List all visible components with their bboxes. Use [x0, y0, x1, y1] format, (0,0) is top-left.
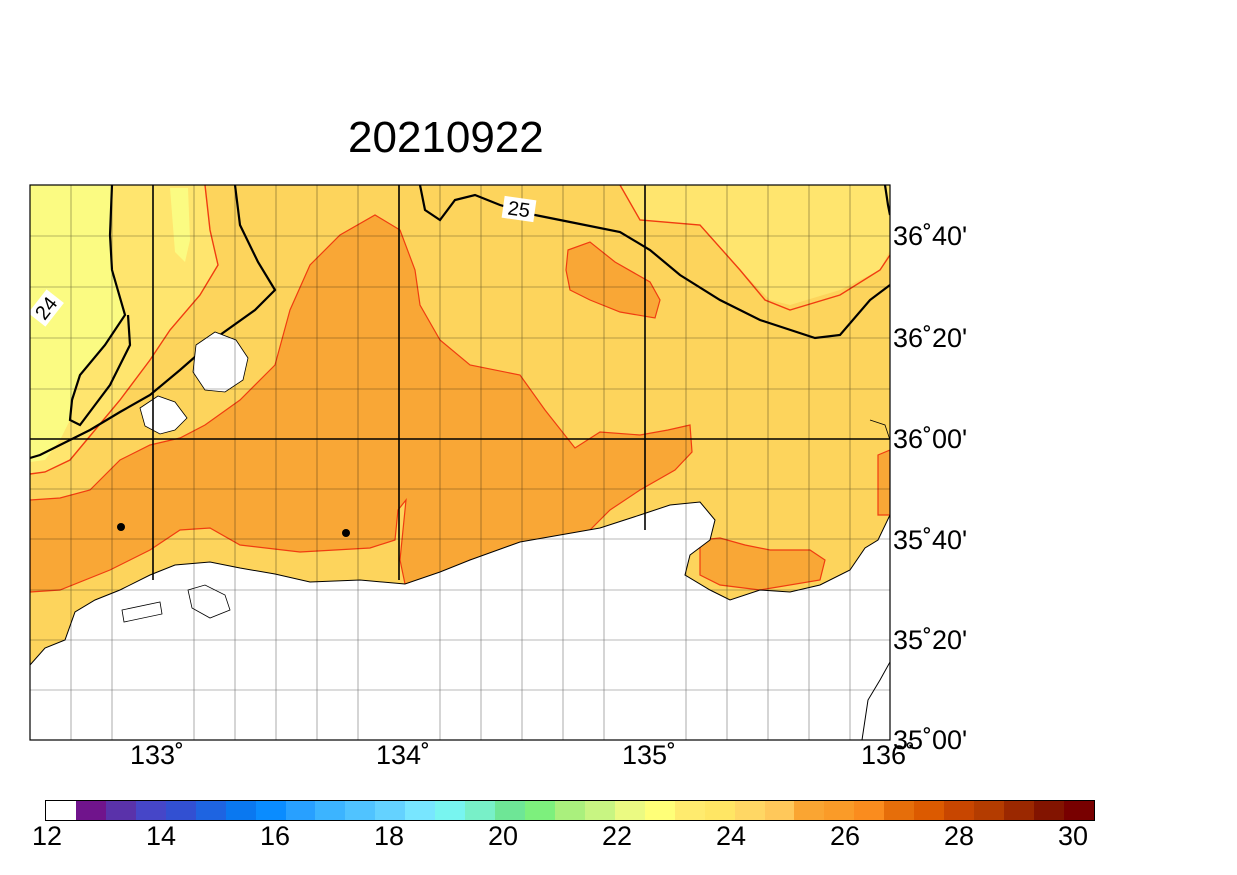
colorbar-cell [794, 801, 825, 820]
colorbar-cell [734, 801, 765, 820]
land-island-small [139, 395, 188, 435]
cool-zone-tongue [170, 188, 190, 262]
hot-zone-edge [877, 449, 890, 516]
lon-label: 136˚ [860, 740, 916, 770]
colorbar-cell [674, 801, 705, 820]
colorbar-cell [135, 801, 166, 820]
land-mainland [30, 501, 890, 740]
land-island-lagoon [121, 601, 163, 623]
colorbar-cell [165, 801, 196, 820]
lon-label: 133˚ [129, 740, 185, 770]
colorbar-cell [46, 801, 76, 820]
colorbar-tick-label: 26 [829, 821, 861, 851]
contour-25-line-north [418, 185, 890, 340]
land-east-bay [869, 419, 890, 441]
lat-label: 35˚00' [893, 725, 968, 755]
colorbar-tick-label: 24 [715, 821, 747, 851]
colorbar-cell [105, 801, 136, 820]
lat-label: 36˚00' [893, 424, 968, 454]
land-island-large [192, 331, 249, 393]
colorbar-cell [465, 801, 496, 820]
colorbar-cell [285, 801, 316, 820]
hot-zone-north [565, 241, 661, 319]
colorbar-cell [764, 801, 795, 820]
colorbar-tick-label: 12 [31, 821, 63, 851]
contour-label-25: 25 [501, 195, 537, 223]
lat-label: 36˚40' [893, 221, 968, 251]
colorbar-tick-label: 28 [943, 821, 975, 851]
colorbar-cell [1033, 801, 1064, 820]
colorbar-cell [884, 801, 915, 820]
colorbar-cell [1063, 801, 1094, 820]
land-inner-lake [187, 584, 231, 619]
colorbar-tick-label: 20 [487, 821, 519, 851]
colorbar-cell [225, 801, 256, 820]
contour-25-line-mid [30, 185, 277, 460]
hot-zone-east [699, 537, 826, 591]
colorbar-cell [195, 801, 226, 820]
colorbar-cell [435, 801, 466, 820]
colorbar-cell [614, 801, 645, 820]
colorbar-tick-label: 22 [601, 821, 633, 851]
colorbar-cell [584, 801, 615, 820]
station-dot-west [117, 523, 125, 531]
colorbar-tick-label: 14 [145, 821, 177, 851]
colorbar-cell [75, 801, 106, 820]
colorbar-tick-label: 18 [373, 821, 405, 851]
contour-label-25-text: 25 [506, 198, 531, 223]
colorbar-cell [315, 801, 346, 820]
colorbar-cell [974, 801, 1004, 820]
mild-zone-east [420, 185, 890, 305]
colorbar-tick-label: 30 [1057, 821, 1089, 851]
colorbar-cell [345, 801, 376, 820]
colorbar-tick-label: 16 [259, 821, 291, 851]
grid-lines [30, 185, 890, 740]
cool-zone [30, 185, 125, 462]
cool-zone-bay [30, 338, 50, 400]
colorbar-cell [644, 801, 675, 820]
colorbar-cell [914, 801, 945, 820]
land-east-peninsula [861, 660, 890, 740]
colorbar-cell [704, 801, 735, 820]
contour-25-line-ne [883, 185, 890, 216]
colorbar-cell [405, 801, 436, 820]
colorbar-cell [1004, 801, 1034, 820]
map-title: 20210922 [348, 113, 544, 162]
colorbar [45, 800, 1095, 821]
map-frame [29, 184, 891, 741]
lon-label: 135˚ [621, 740, 677, 770]
colorbar-cell [495, 801, 525, 820]
station-dot-central [342, 529, 350, 537]
colorbar-cell [854, 801, 885, 820]
lon-label: 134˚ [375, 740, 431, 770]
lat-label: 36˚20' [893, 323, 968, 353]
colorbar-cell [525, 801, 555, 820]
colorbar-cell [375, 801, 406, 820]
lat-label: 35˚40' [893, 525, 968, 555]
major-grid-lines [30, 185, 890, 580]
contour-24-line-east [619, 185, 890, 311]
colorbar-cell [554, 801, 585, 820]
colorbar-cell [824, 801, 855, 820]
colorbar-cell [944, 801, 975, 820]
contour-24-line [30, 185, 219, 475]
lat-label: 35˚20' [893, 625, 968, 655]
colorbar-cell [255, 801, 286, 820]
